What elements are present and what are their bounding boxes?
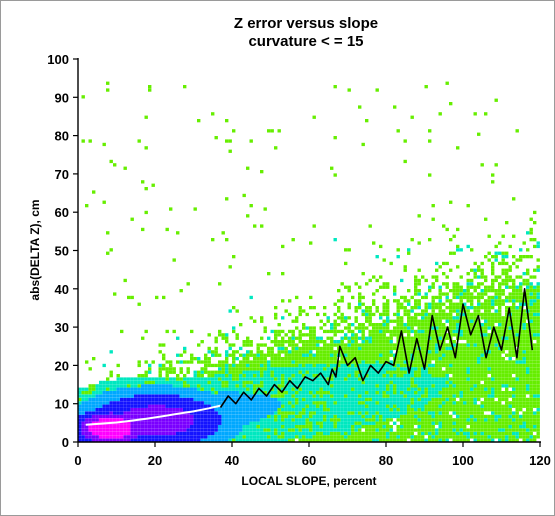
y-tick-label: 100 (47, 52, 69, 67)
chart-subtitle: curvature < = 15 (248, 33, 363, 50)
y-tick-label: 60 (55, 205, 69, 220)
y-tick-label: 70 (55, 167, 69, 182)
x-tick-label: 80 (379, 453, 393, 468)
y-tick-label: 20 (55, 358, 69, 373)
trend-line-1 (85, 404, 221, 426)
y-axis-ticks: 0 10 20 30 40 50 60 70 80 90 100 (47, 52, 78, 450)
x-tick-label: 120 (529, 453, 551, 468)
y-tick-label: 30 (55, 320, 69, 335)
y-axis-label: abs(DELTA Z), cm (28, 199, 42, 300)
x-axis-label: LOCAL SLOPE, percent (241, 474, 376, 488)
y-tick-label: 90 (55, 90, 69, 105)
y-tick-label: 0 (62, 435, 69, 450)
y-tick-label: 80 (55, 129, 69, 144)
x-tick-label: 20 (148, 453, 162, 468)
y-tick-label: 10 (55, 397, 69, 412)
chart-title: Z error versus slope (234, 15, 378, 32)
x-tick-label: 0 (74, 453, 81, 468)
x-tick-label: 60 (302, 453, 316, 468)
x-tick-label: 40 (225, 453, 239, 468)
y-tick-label: 40 (55, 282, 69, 297)
trend-lines (85, 287, 534, 426)
density-heatmap (78, 81, 540, 442)
trend-line-2 (219, 287, 534, 408)
x-axis-ticks: 0 20 40 60 80 100 120 (74, 442, 551, 468)
y-tick-label: 50 (55, 244, 69, 259)
density-cells (78, 81, 540, 442)
x-tick-label: 100 (452, 453, 474, 468)
